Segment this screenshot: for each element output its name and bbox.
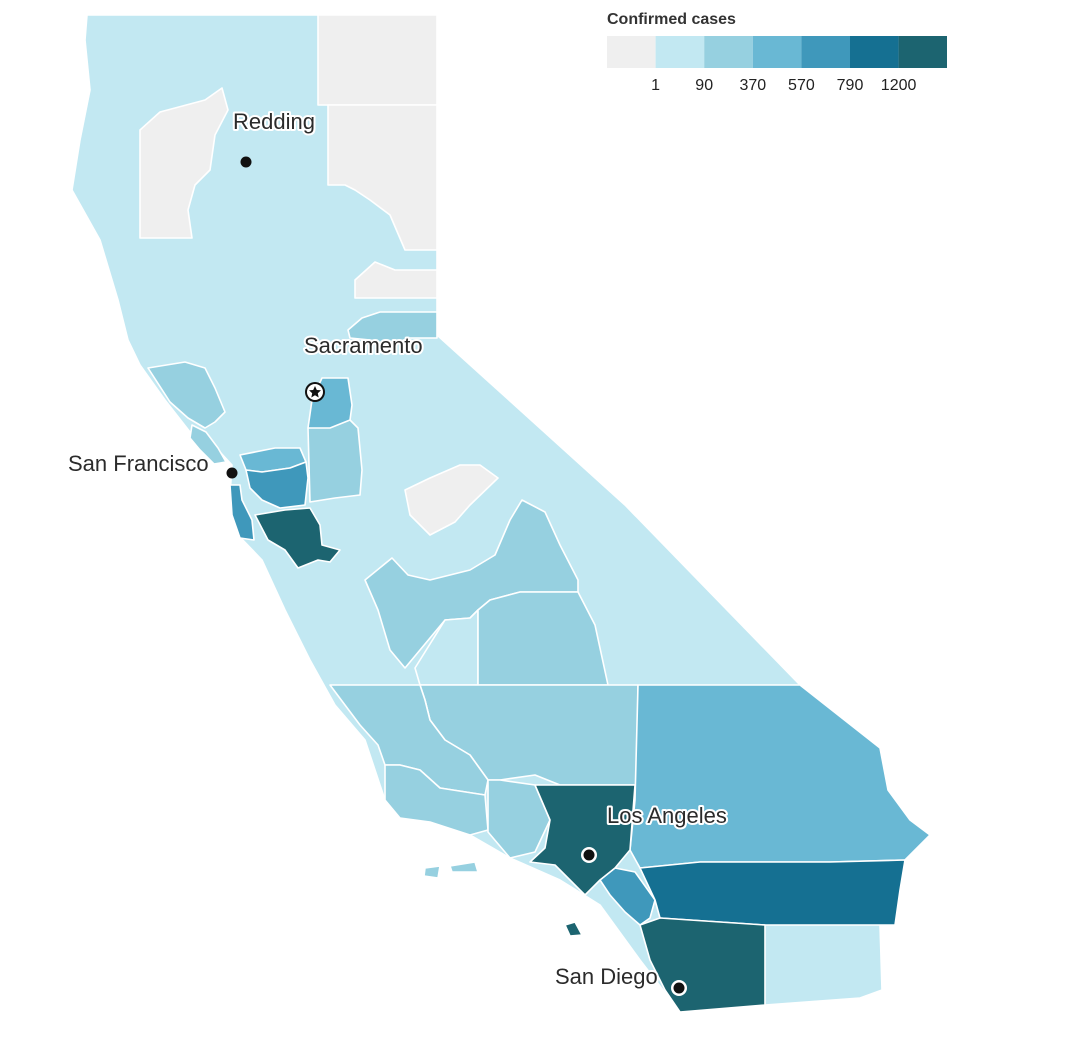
county-placer-area[interactable] <box>347 311 438 346</box>
legend-swatch-3 <box>752 36 802 68</box>
county-siskiyou-modoc-area[interactable] <box>317 14 438 106</box>
legend-tick-370: 370 <box>739 77 766 94</box>
county-trinity-area[interactable] <box>139 87 229 239</box>
legend-tick-90: 90 <box>695 77 713 94</box>
county-san-joaquin-area[interactable] <box>307 419 363 503</box>
county-orange[interactable] <box>599 867 656 926</box>
county-alameda[interactable] <box>245 461 309 509</box>
legend-swatch-6 <box>898 36 947 68</box>
county-lassen-area[interactable] <box>327 104 438 251</box>
island-santa-rosa[interactable] <box>449 861 479 873</box>
county-san-bernardino[interactable] <box>629 684 931 869</box>
legend-swatch-4 <box>801 36 850 68</box>
sacramento-capital-star-icon[interactable] <box>305 382 325 402</box>
legend-tick-1200: 1200 <box>881 77 917 94</box>
island-santa-catalina[interactable] <box>564 921 583 937</box>
county-los-angeles[interactable] <box>529 784 636 896</box>
legend-swatch-1 <box>655 36 705 68</box>
city-label-los-angeles: Los Angeles <box>607 803 727 828</box>
county-santa-clara[interactable] <box>254 507 341 569</box>
county-ventura-area[interactable] <box>487 779 551 859</box>
san-diego-marker-icon[interactable] <box>671 980 687 996</box>
confirmed-cases-legend: Confirmed cases 1 90 370 570 790 1200 <box>607 11 947 94</box>
county-sierra-area[interactable] <box>354 261 438 299</box>
legend-tick-790: 790 <box>837 77 864 94</box>
legend-tick-570: 570 <box>788 77 815 94</box>
legend-title: Confirmed cases <box>607 11 736 28</box>
county-san-diego[interactable] <box>639 917 766 1013</box>
san-francisco-marker-icon[interactable] <box>226 467 238 479</box>
county-san-mateo[interactable] <box>229 484 255 541</box>
redding-marker-icon[interactable] <box>240 156 252 168</box>
county-tulare-fresno-area[interactable] <box>364 499 579 669</box>
county-sonoma-area[interactable] <box>147 361 226 429</box>
legend-swatch-0 <box>607 36 656 68</box>
county-marin-area[interactable] <box>189 424 227 465</box>
county-mariposa-area[interactable] <box>404 464 499 536</box>
legend-tick-1: 1 <box>651 77 660 94</box>
los-angeles-marker-icon[interactable] <box>581 847 597 863</box>
county-riverside[interactable] <box>639 859 906 926</box>
legend-swatch-2 <box>704 36 753 68</box>
city-label-san-diego: San Diego <box>555 964 658 989</box>
city-label-sacramento: Sacramento <box>304 333 423 358</box>
city-label-san-francisco: San Francisco <box>68 451 209 476</box>
legend-swatch-5 <box>850 36 899 68</box>
city-label-redding: Redding <box>233 109 315 134</box>
island-santa-cruz[interactable] <box>423 865 441 879</box>
city-markers <box>226 156 687 996</box>
